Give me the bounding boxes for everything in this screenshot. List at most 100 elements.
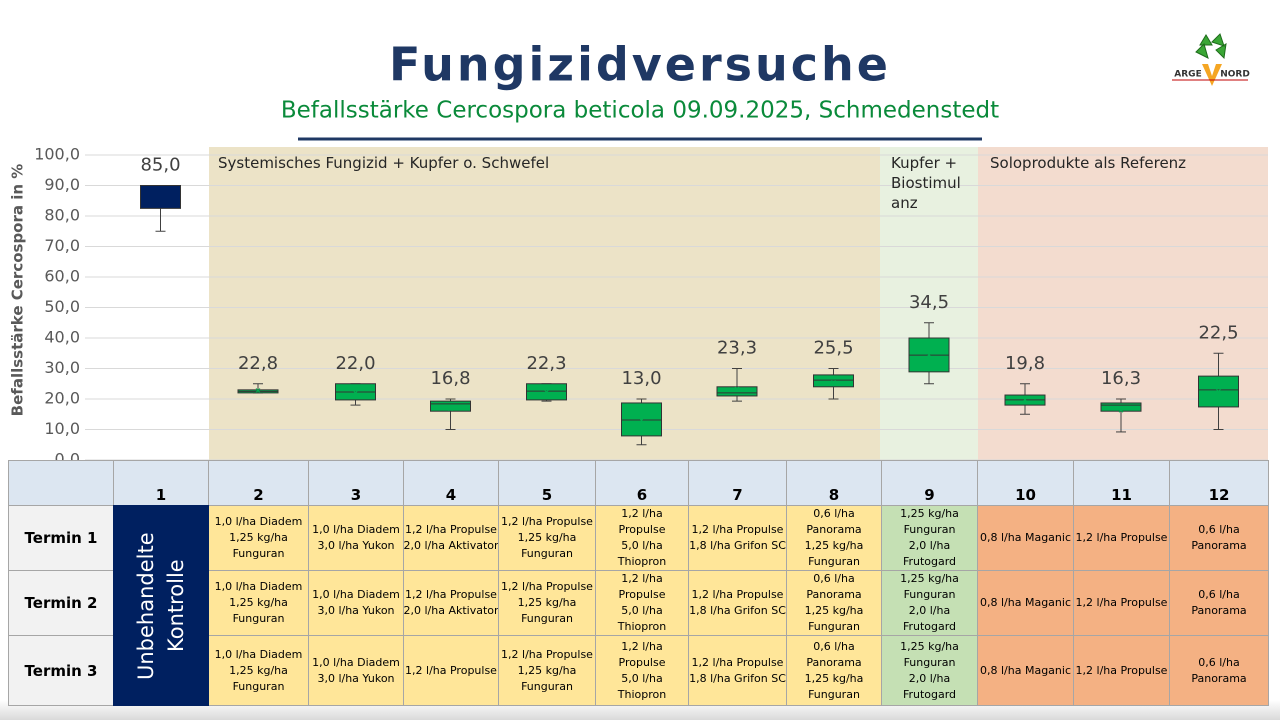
value-label: 16,8 [430, 368, 470, 389]
cell-line: Panorama [1191, 539, 1247, 552]
cell-line: 0,8 l/ha Maganic [980, 531, 1071, 544]
value-label: 13,0 [621, 368, 661, 389]
cell-line: 0,8 l/ha Maganic [980, 596, 1071, 609]
cell-line: Funguran [903, 588, 956, 601]
cell-line: 1,8 l/ha Grifon SC [689, 604, 786, 617]
cell-line: Funguran [808, 555, 860, 568]
value-label: 19,8 [1005, 353, 1045, 374]
treatment-cell: 1,2 l/ha Propulse [1073, 635, 1170, 706]
treatment-cell: 0,6 l/ha Panorama 1,25 kg/ha Funguran [786, 635, 882, 706]
cell-line: 1,0 l/ha Diadem [312, 588, 400, 601]
row-label: Termin 2 [8, 570, 114, 636]
cell-line: 1,25 kg/ha [229, 531, 288, 544]
box [1100, 402, 1142, 412]
treatment-cell: 0,6 l/ha Panorama 1,25 kg/ha Funguran [786, 505, 882, 571]
cell-line: 1,0 l/ha Diadem [214, 647, 303, 661]
row-label: Termin 3 [8, 635, 114, 706]
mean-marker [734, 386, 740, 392]
treatment-cell: 1,0 l/ha Diadem 3,0 l/ha Yukon [308, 635, 404, 706]
cell-line: 1,2 l/ha Propulse [501, 515, 593, 528]
cell-line: Funguran [903, 655, 956, 669]
cell-line: Frutogard [902, 687, 957, 701]
cell-line: 2,0 l/ha Aktivator [403, 604, 499, 617]
region-copper [880, 147, 978, 460]
column-header: 8 [786, 460, 882, 506]
column-header: 2 [208, 460, 309, 506]
treatment-cell: 1,0 l/ha Diadem 1,25 kg/ha Funguran [208, 570, 309, 636]
cell-line: 1,25 kg/ha [900, 507, 959, 520]
column-header: 4 [403, 460, 499, 506]
cell-line: Thiopron [617, 620, 667, 633]
cell-line: 1,2 l/ha Propulse [1075, 531, 1168, 544]
cell-line: 2,0 l/ha [908, 604, 951, 617]
cell-line: 1,2 l/ha [621, 572, 663, 585]
treatment-cell: 1,2 l/ha Propulse [1073, 570, 1170, 636]
y-tick-label: 20,0 [44, 389, 80, 408]
cell-line: 1,2 l/ha Propulse [405, 523, 497, 536]
box [621, 402, 662, 437]
y-axis-title: Befallsstärke Cercospora in % [9, 164, 27, 417]
box [430, 400, 471, 412]
logo-v [1202, 64, 1222, 86]
cell-line: 3,0 l/ha Yukon [317, 604, 395, 617]
cell-line: Frutogard [902, 620, 957, 633]
treatment-cell: 1,0 l/ha Diadem 3,0 l/ha Yukon [308, 505, 404, 571]
column-header: 9 [881, 460, 978, 506]
treatment-cell: 1,0 l/ha Diadem 1,25 kg/ha Funguran [208, 505, 309, 571]
treatment-cell: 0,6 l/ha Panorama [1169, 635, 1269, 706]
subtitle: Befallsstärke Cercospora beticola 09.09.… [281, 98, 999, 124]
annotation: Kupfer + Biostimulanz [891, 154, 961, 212]
value-label: 22,5 [1198, 322, 1238, 343]
column-header: 6 [595, 460, 689, 506]
cell-line: 1,0 l/ha Diadem [214, 515, 303, 528]
cell-line: Panorama [806, 523, 862, 536]
cell-line: Funguran [232, 679, 285, 693]
cell-line: Thiopron [617, 687, 667, 701]
cell-line: 0,6 l/ha [1198, 523, 1240, 536]
y-tick-label: 70,0 [44, 236, 80, 255]
y-tick-label: 30,0 [44, 358, 80, 377]
header-cell [8, 460, 114, 506]
y-tick-label: 100,0 [34, 145, 80, 164]
cell-line: 3,0 l/ha Yukon [317, 671, 395, 685]
value-label: 25,5 [813, 338, 853, 359]
value-label: 22,3 [526, 353, 566, 374]
y-tick-label: 40,0 [44, 328, 80, 347]
cell-line: 1,25 kg/ha [229, 596, 288, 609]
cell-line: Funguran [521, 612, 573, 625]
cell-line: 2,0 l/ha [908, 539, 951, 552]
treatment-cell: 1,2 l/ha Propulse 1,25 kg/ha Funguran [498, 570, 596, 636]
cell-line: 1,2 l/ha Propulse [501, 580, 593, 593]
cell-line: 1,8 l/ha Grifon SC [689, 671, 786, 685]
y-tick-label: 10,0 [44, 419, 80, 438]
cell-line: Funguran [232, 547, 285, 560]
mean-marker [1216, 389, 1221, 394]
cell-line: 1,2 l/ha Propulse [1075, 663, 1168, 677]
column-header: 10 [977, 460, 1074, 506]
cell-line: Funguran [808, 620, 860, 633]
y-tick-label: 90,0 [44, 175, 80, 194]
mean-marker [255, 388, 261, 393]
column-header: 1 [113, 460, 209, 506]
cell-line: Propulse [618, 523, 666, 536]
cell-line: 1,25 kg/ha [804, 539, 864, 552]
treatment-cell: 0,6 l/ha Panorama [1169, 505, 1269, 571]
cell-line: 1,2 l/ha [621, 507, 663, 520]
control-label: Unbehandelte Kontrolle [134, 531, 188, 680]
cell-line: 1,25 kg/ha [900, 639, 959, 653]
treatment-cell: 1,25 kg/ha Funguran 2,0 l/ha Frutogard [881, 570, 978, 636]
column-header: 11 [1073, 460, 1170, 506]
mean-marker [926, 352, 932, 358]
mean-marker [353, 390, 358, 396]
treatment-cell: 1,2 l/ha Propulse 1,8 l/ha Grifon SC [688, 505, 787, 571]
annotation: Systemisches Fungizid + Kupfer o. Schwef… [218, 154, 550, 172]
box [140, 185, 181, 209]
treatment-cell: 0,8 l/ha Maganic [977, 570, 1074, 636]
treatment-cell: 1,2 l/ha Propulse [403, 635, 499, 706]
mean-marker [831, 379, 836, 385]
logo: ARGE NORD [1172, 33, 1250, 86]
value-label: 22,8 [238, 353, 278, 374]
treatment-cell: 1,2 l/ha Propulse 1,8 l/ha Grifon SC [688, 635, 787, 706]
treatment-cell: 1,2 l/ha Propulse 5,0 l/ha Thiopron [595, 570, 689, 636]
cell-line: 0,6 l/ha [1198, 588, 1240, 601]
